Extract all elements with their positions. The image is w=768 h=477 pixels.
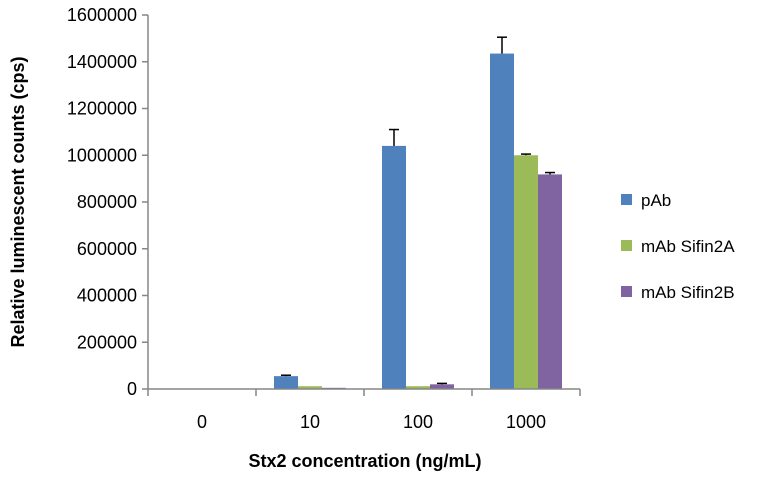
legend-swatch [621,194,632,205]
axes [142,14,581,396]
bar [490,53,514,389]
x-axis-title: Stx2 concentration (ng/mL) [248,451,481,471]
y-tick-label: 0 [127,379,137,399]
y-tick-label: 200000 [77,332,137,352]
x-tick-label: 100 [403,412,433,432]
bars [166,53,562,390]
y-tick-label: 1400000 [67,52,137,72]
error-bars [281,36,555,385]
legend-label: mAb Sifin2A [641,237,735,256]
y-tick-label: 1200000 [67,99,137,119]
y-tick-label: 1000000 [67,145,137,165]
y-axis-title: Relative luminescent counts (cps) [8,56,28,347]
y-tick-labels: 0 200000 400000 600000 800000 1000000 1200000 1… [67,5,137,399]
y-tick-label: 600000 [77,239,137,259]
x-tick-label: 0 [197,412,207,432]
y-tick-label: 1600000 [67,5,137,25]
bar [430,384,454,389]
x-tick-label: 10 [300,412,320,432]
legend-swatch [621,240,632,251]
bar [538,174,562,389]
x-tick-labels: 0 10 100 1000 [197,412,546,432]
y-tick-label: 800000 [77,192,137,212]
bar [406,386,430,389]
bar [382,145,406,389]
legend-label: pAb [641,191,671,210]
bar [514,155,538,389]
legend-swatch [621,286,632,297]
legend-label: mAb Sifin2B [641,283,735,302]
legend: pAb mAb Sifin2A mAb Sifin2B [621,191,735,302]
y-tick-label: 400000 [77,286,137,306]
bar [274,376,298,389]
x-tick-label: 1000 [506,412,546,432]
bar [298,386,322,389]
